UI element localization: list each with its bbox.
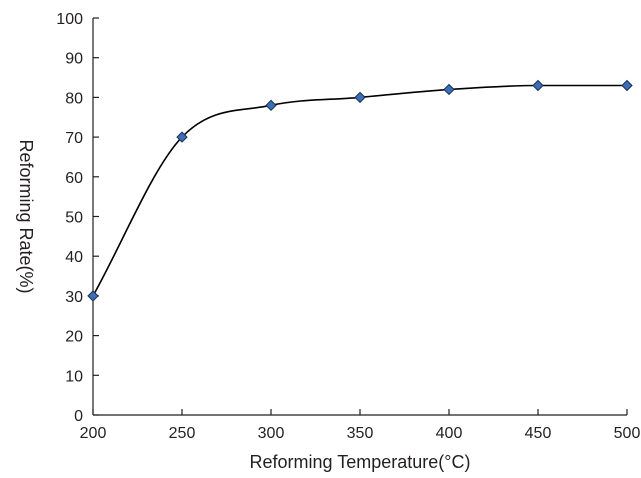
data-point-marker (176, 131, 188, 143)
x-axis-ticks: 200 250 300 350 400 450 500 (80, 409, 641, 442)
x-tick-label: 400 (436, 425, 463, 442)
y-tick-label: 20 (65, 329, 83, 346)
y-tick-label: 50 (65, 210, 83, 227)
y-tick-label: 80 (65, 90, 83, 107)
x-tick-label: 450 (525, 425, 552, 442)
y-tick-label: 90 (65, 51, 83, 68)
y-tick-label: 70 (65, 130, 83, 147)
x-tick-label: 500 (614, 425, 641, 442)
series-layer (87, 79, 633, 302)
series-line (92, 84, 627, 297)
x-axis-title: Reforming Temperature(°C) (250, 452, 471, 472)
x-tick-label: 250 (169, 425, 196, 442)
y-tick-label: 60 (65, 170, 83, 187)
data-point-marker (532, 79, 544, 92)
y-tick-label: 100 (56, 11, 83, 28)
y-axis-title: Reforming Rate(%) (16, 139, 36, 293)
data-point-marker (443, 83, 455, 96)
data-point-marker (354, 91, 366, 104)
y-tick-label: 10 (65, 368, 83, 385)
x-tick-label: 350 (347, 425, 374, 442)
y-tick-label: 0 (74, 408, 83, 425)
y-axis-ticks: 0 10 20 30 40 50 60 70 80 90 100 (56, 11, 99, 425)
data-point-marker (87, 290, 99, 302)
x-tick-label: 200 (80, 425, 107, 442)
data-point-marker (621, 79, 633, 92)
data-point-marker (265, 99, 277, 112)
axes (92, 18, 627, 416)
x-tick-label: 300 (258, 425, 285, 442)
y-tick-label: 40 (65, 249, 83, 266)
y-tick-label: 30 (65, 289, 83, 306)
